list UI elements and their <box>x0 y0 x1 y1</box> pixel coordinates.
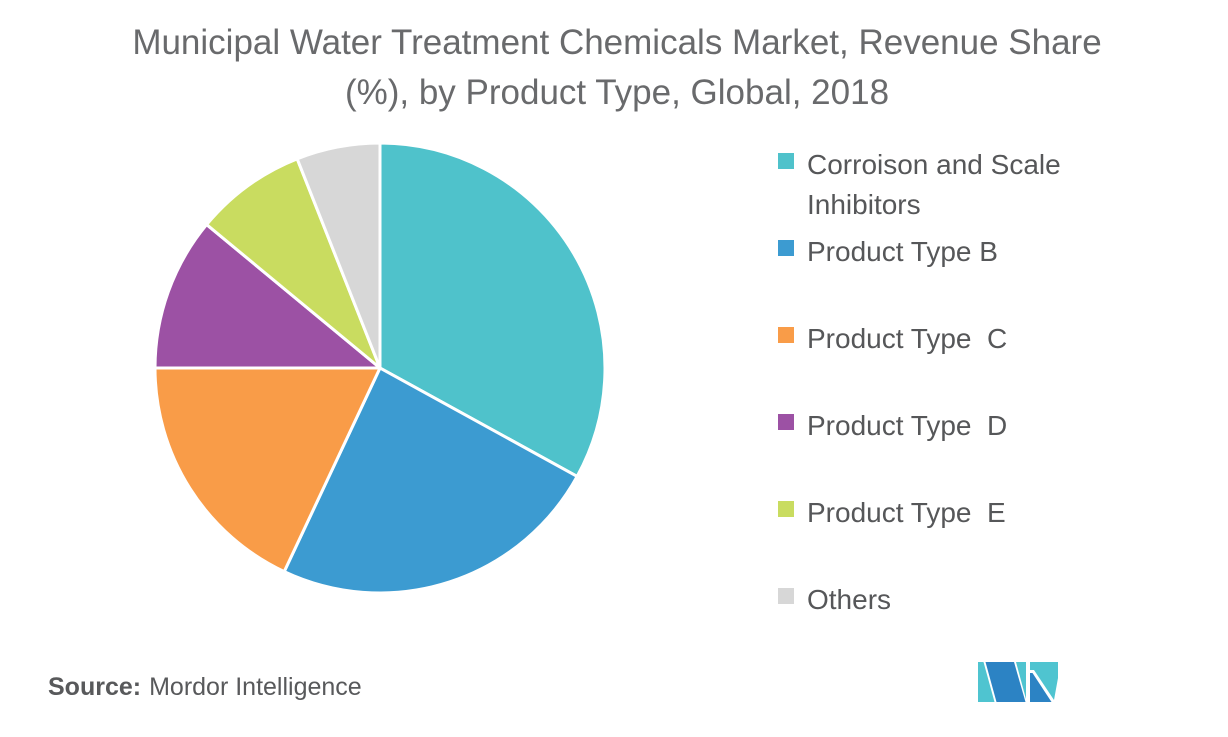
legend-swatch-gray <box>775 585 797 607</box>
pie-slice-0 <box>378 141 607 478</box>
logo-shape-blue-band <box>985 662 1026 702</box>
logo-i-glyph <box>1030 662 1058 702</box>
legend-item-corroison-scale-inhibitors: Corroison and Scale Inhibitors <box>775 144 1115 231</box>
chart-title: Municipal Water Treatment Chemicals Mark… <box>132 23 1102 112</box>
pie-slice-1 <box>282 366 579 595</box>
pie-slice-5 <box>295 141 382 370</box>
source-label: Source: <box>48 673 142 701</box>
logo-m-glyph <box>978 662 1026 702</box>
mordor-intelligence-logo <box>978 662 1058 702</box>
legend-item-product-type-d: Product Type D <box>775 405 1115 492</box>
legend-label: Product Type C <box>807 323 1008 354</box>
pie-slices <box>153 141 607 595</box>
legend-label: Product Type E <box>807 497 1006 528</box>
pie-slice-2 <box>153 366 382 574</box>
source-attribution: Source: Mordor Intelligence <box>48 672 362 702</box>
legend-swatch-teal <box>775 150 797 172</box>
logo-shape-teal-i <box>1030 662 1058 700</box>
pie-chart <box>153 141 607 595</box>
legend-item-product-type-c: Product Type C <box>775 318 1115 405</box>
legend-swatch-orange <box>775 324 797 346</box>
pie-chart-area <box>145 133 615 603</box>
logo-shape-teal-right-triangle <box>1016 662 1026 699</box>
legend-swatch-purple <box>775 411 797 433</box>
chart-legend: Corroison and Scale Inhibitors Product T… <box>775 144 1115 666</box>
legend-swatch-green <box>775 498 797 520</box>
legend-swatch-blue <box>775 237 797 259</box>
source-value: Mordor Intelligence <box>149 673 362 701</box>
legend-label: Corroison and Scale Inhibitors <box>807 149 1069 220</box>
legend-label: Product Type D <box>807 410 1008 441</box>
legend-item-others: Others <box>775 579 1115 666</box>
logo-shape-teal-left-strip <box>978 662 995 702</box>
pie-slice-4 <box>205 157 382 370</box>
legend-item-product-type-b: Product Type B <box>775 231 1115 318</box>
logo-shape-blue-i <box>1030 673 1052 702</box>
legend-item-product-type-e: Product Type E <box>775 492 1115 579</box>
legend-label: Product Type B <box>807 236 998 267</box>
legend-label: Others <box>807 584 892 615</box>
pie-slice-3 <box>153 223 382 370</box>
